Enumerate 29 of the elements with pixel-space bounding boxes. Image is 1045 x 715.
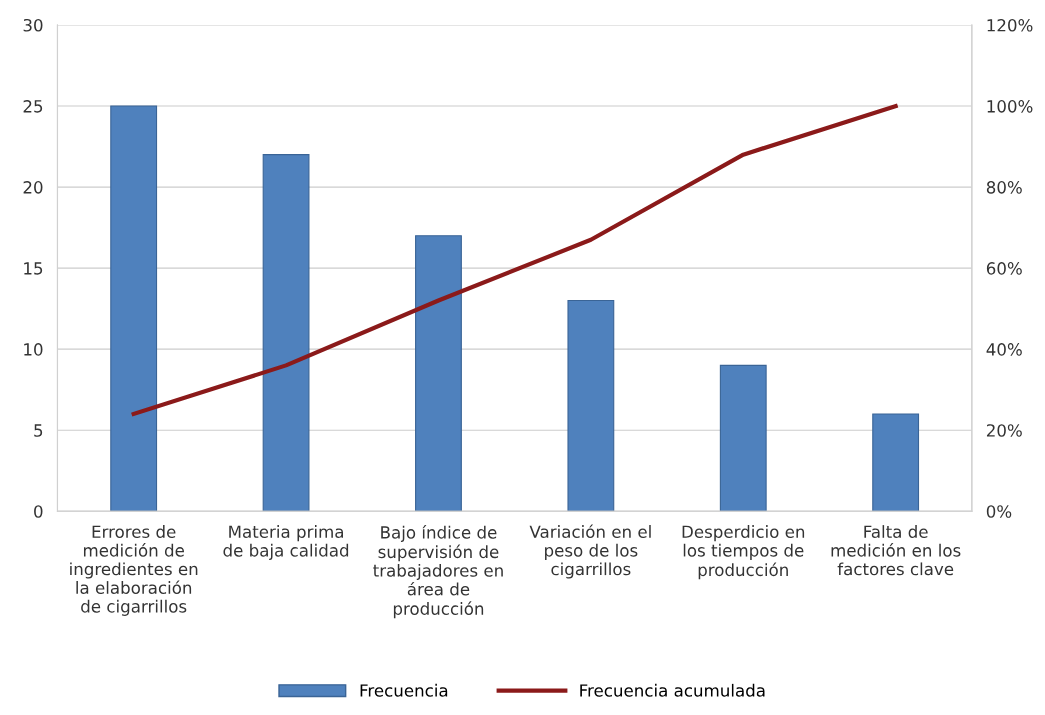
x-tick-label: Falta de medición en los factores clave: [831, 525, 961, 576]
y-tick-label: 20: [23, 181, 43, 194]
x-tick-label: Desperdicio en los tiempos de producción: [682, 525, 805, 580]
y2-tick-label: 40%: [986, 343, 1022, 356]
y-tick-label: 15: [24, 262, 43, 275]
y-tick-label: 0: [34, 505, 43, 518]
bar: [262, 154, 310, 512]
x-tick-label: Bajo índice de supervisión de trabajadores en área de producción: [373, 525, 503, 619]
bar: [567, 299, 615, 512]
y2-tick-label: 60%: [986, 262, 1022, 275]
bar: [872, 413, 920, 512]
y-tick-label: 5: [34, 424, 43, 437]
line-series: [131, 103, 898, 417]
y-tick-label: 30: [23, 18, 43, 32]
x-tick-label: Materia prima de baja calidad: [223, 525, 349, 560]
y-tick-label: 10: [24, 343, 43, 356]
y2-tick-label: 100%: [987, 100, 1033, 113]
y2-tick-label: 0%: [986, 505, 1012, 518]
x-tick-label: Variación en el peso de los cigarrillos: [529, 524, 651, 579]
bar: [719, 364, 767, 512]
y2-tick-label: 80%: [986, 181, 1022, 194]
bar: [110, 105, 158, 512]
legend-label: Frecuencia: [360, 683, 448, 697]
legend-label: Frecuencia acumulada: [580, 683, 765, 697]
y2-tick-label: 120%: [987, 18, 1033, 32]
bar: [415, 235, 462, 512]
y-tick-label: 25: [23, 100, 43, 113]
x-tick-label: Errores de medición de ingredientes en la elaboración de cigarrillos: [70, 525, 198, 616]
y2-tick-label: 20%: [986, 424, 1022, 437]
